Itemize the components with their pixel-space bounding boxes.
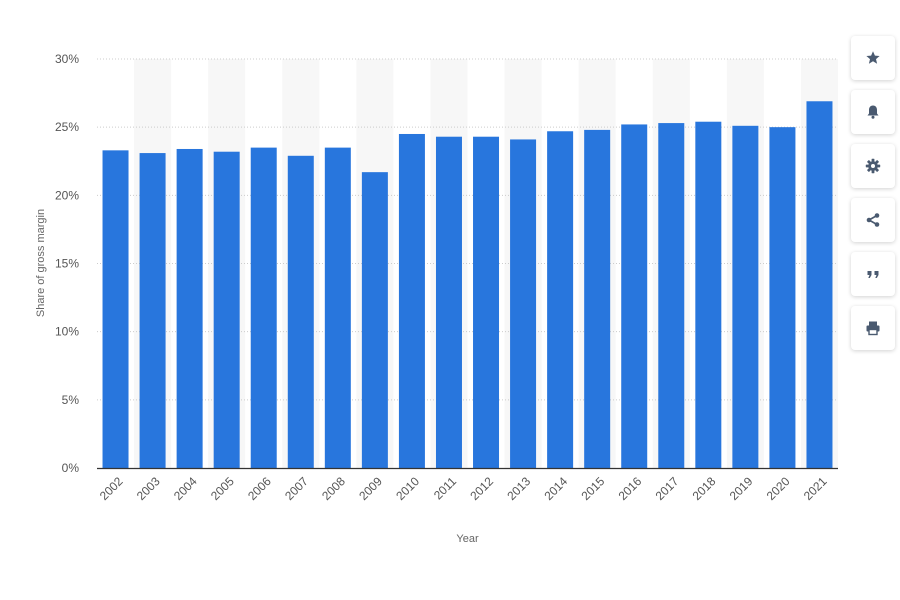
x-tick-label: 2015 <box>579 474 608 503</box>
x-tick-label: 2018 <box>690 474 719 503</box>
bar[interactable] <box>213 151 240 468</box>
x-tick-label: 2012 <box>467 474 496 503</box>
y-tick-label: 30% <box>55 52 79 66</box>
x-tick-label: 2014 <box>541 474 570 503</box>
bar[interactable] <box>176 148 203 469</box>
bar[interactable] <box>658 123 685 469</box>
bar[interactable] <box>473 136 500 468</box>
bar[interactable] <box>250 147 277 468</box>
x-axis-ticks: 2002 2003 2004 2005 2006 2007 2008 2009 2010 2011… <box>97 474 830 503</box>
gear-icon <box>865 158 881 174</box>
bar[interactable] <box>510 139 537 469</box>
bar[interactable] <box>361 172 388 468</box>
star-button[interactable] <box>851 36 895 80</box>
x-tick-label: 2013 <box>504 474 533 503</box>
bar-series <box>102 101 833 469</box>
bar[interactable] <box>324 147 351 468</box>
x-tick-label: 2011 <box>431 474 459 502</box>
x-tick-label: 2003 <box>134 474 163 503</box>
bar[interactable] <box>621 124 648 468</box>
x-tick-label: 2008 <box>319 474 348 503</box>
x-tick-label: 2021 <box>801 474 830 503</box>
settings-button[interactable] <box>851 144 895 188</box>
share-button[interactable] <box>851 198 895 242</box>
bar[interactable] <box>287 155 314 468</box>
x-tick-label: 2016 <box>616 474 645 503</box>
bar[interactable] <box>398 133 425 468</box>
x-tick-label: 2009 <box>356 474 385 503</box>
cite-button[interactable] <box>851 252 895 296</box>
share-icon <box>866 213 880 227</box>
x-tick-label: 2019 <box>727 474 756 503</box>
bar[interactable] <box>769 127 796 469</box>
y-tick-label: 20% <box>55 188 79 202</box>
x-tick-label: 2017 <box>653 474 682 503</box>
bar[interactable] <box>732 125 759 468</box>
bar[interactable] <box>584 129 611 469</box>
print-icon <box>866 321 880 336</box>
y-tick-label: 5% <box>62 393 80 407</box>
x-tick-label: 2004 <box>171 474 200 503</box>
y-axis-ticks: 0% 5% 10% 15% 20% 25% 30% <box>55 52 79 475</box>
bar[interactable] <box>547 131 574 469</box>
y-tick-label: 0% <box>62 461 80 475</box>
x-axis-title: Year <box>456 533 479 545</box>
y-tick-label: 25% <box>55 120 79 134</box>
x-tick-label: 2007 <box>282 474 311 503</box>
bar[interactable] <box>139 153 166 468</box>
x-tick-label: 2010 <box>393 474 422 503</box>
bar[interactable] <box>806 101 833 468</box>
x-tick-label: 2006 <box>245 474 274 503</box>
bar[interactable] <box>435 136 462 468</box>
notification-button[interactable] <box>851 90 895 134</box>
print-button[interactable] <box>851 306 895 350</box>
y-axis-title: Share of gross margin <box>35 209 47 317</box>
y-tick-label: 15% <box>55 257 79 271</box>
star-icon <box>866 51 880 64</box>
quote-icon <box>867 271 879 278</box>
x-tick-label: 2005 <box>208 474 237 503</box>
bar[interactable] <box>695 121 722 469</box>
x-tick-label: 2020 <box>764 474 793 503</box>
bell-icon <box>867 105 879 119</box>
bar[interactable] <box>102 150 129 469</box>
x-tick-label: 2002 <box>97 474 126 503</box>
y-tick-label: 10% <box>55 325 79 339</box>
